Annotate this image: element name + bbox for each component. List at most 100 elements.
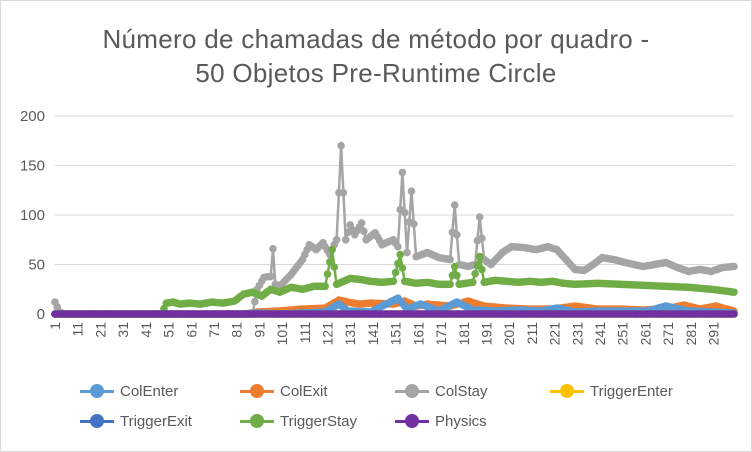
legend-item-triggerexit: TriggerExit bbox=[80, 410, 192, 432]
data-point bbox=[396, 250, 405, 259]
data-point bbox=[407, 187, 416, 195]
chart-title: Número de chamadas de método por quadro … bbox=[0, 22, 752, 90]
legend-item-colstay: ColStay bbox=[395, 380, 488, 402]
data-point bbox=[391, 268, 400, 277]
series-line bbox=[53, 144, 735, 316]
data-point bbox=[339, 188, 348, 197]
data-point bbox=[337, 141, 345, 150]
data-point bbox=[269, 244, 277, 253]
x-tick-label: 191 bbox=[478, 322, 494, 346]
x-tick-label: 1 bbox=[47, 322, 63, 330]
y-tick-label: 200 bbox=[20, 108, 45, 125]
legend-swatch bbox=[80, 384, 114, 398]
x-tick-label: 261 bbox=[637, 322, 653, 346]
x-tick-label: 51 bbox=[161, 322, 177, 338]
x-tick-label: 11 bbox=[70, 322, 86, 337]
legend-item-physics: Physics bbox=[395, 410, 487, 432]
legend-label: TriggerStay bbox=[280, 412, 357, 430]
legend-label: ColEnter bbox=[120, 382, 179, 400]
data-point bbox=[266, 272, 275, 281]
x-tick-label: 281 bbox=[683, 322, 699, 346]
legend-swatch bbox=[395, 384, 429, 398]
data-point bbox=[478, 234, 486, 243]
data-point bbox=[475, 252, 484, 261]
chart-title-line-1: Número de chamadas de método por quadro … bbox=[102, 24, 650, 54]
data-point bbox=[328, 245, 336, 254]
data-point bbox=[330, 263, 339, 271]
data-point bbox=[730, 310, 738, 318]
legend-swatch bbox=[240, 384, 274, 398]
series-layer bbox=[51, 141, 738, 318]
data-point bbox=[446, 280, 454, 289]
y-tick-label: 50 bbox=[28, 257, 45, 274]
x-axis-ticks: 1 11 21 31 41 51 61 71 81 91 101 111 121 131 141 151 161… bbox=[47, 314, 722, 345]
x-tick-label: 31 bbox=[115, 322, 131, 338]
x-tick-label: 101 bbox=[274, 322, 290, 346]
legend-label: TriggerExit bbox=[120, 412, 192, 430]
x-tick-label: 131 bbox=[342, 322, 358, 346]
data-point bbox=[251, 297, 259, 306]
x-tick-label: 291 bbox=[706, 322, 722, 346]
legend-label: Physics bbox=[435, 412, 487, 430]
series-physics bbox=[51, 310, 738, 318]
y-axis-ticks: 0 50 100 150 200 bbox=[20, 108, 45, 323]
y-tick-label: 150 bbox=[20, 158, 45, 175]
chart-title-line-2: 50 Objetos Pre-Runtime Circle bbox=[195, 58, 557, 88]
data-point bbox=[453, 231, 461, 239]
data-point bbox=[730, 288, 738, 297]
data-point bbox=[398, 168, 407, 177]
data-point bbox=[403, 248, 411, 257]
data-point bbox=[446, 255, 454, 264]
x-tick-label: 241 bbox=[592, 322, 608, 346]
x-tick-label: 181 bbox=[456, 322, 472, 346]
data-point bbox=[332, 236, 341, 244]
x-tick-label: 141 bbox=[365, 322, 381, 346]
legend-swatch bbox=[240, 414, 274, 428]
x-tick-label: 21 bbox=[92, 322, 108, 338]
data-point bbox=[394, 242, 402, 251]
y-tick-label: 0 bbox=[37, 306, 45, 323]
data-point bbox=[360, 227, 368, 236]
data-point bbox=[469, 278, 477, 287]
legend-item-triggerenter: TriggerEnter bbox=[550, 380, 673, 402]
data-point bbox=[475, 213, 484, 221]
x-tick-label: 71 bbox=[206, 322, 222, 338]
data-point bbox=[357, 219, 366, 227]
x-tick-label: 121 bbox=[320, 322, 336, 346]
data-point bbox=[453, 271, 461, 280]
x-tick-label: 251 bbox=[615, 322, 631, 346]
legend-item-colexit: ColExit bbox=[240, 380, 328, 402]
x-tick-label: 201 bbox=[501, 322, 517, 346]
data-point bbox=[730, 262, 738, 271]
data-point bbox=[323, 270, 332, 278]
legend-swatch bbox=[395, 414, 429, 428]
x-tick-label: 231 bbox=[569, 322, 585, 346]
data-point bbox=[321, 282, 330, 291]
x-tick-label: 91 bbox=[251, 322, 267, 338]
data-point bbox=[410, 220, 418, 228]
data-point bbox=[450, 201, 459, 209]
data-point bbox=[450, 262, 459, 271]
legend-label: ColExit bbox=[280, 382, 328, 400]
data-point bbox=[471, 269, 479, 278]
x-tick-label: 161 bbox=[410, 322, 426, 346]
x-tick-label: 61 bbox=[183, 322, 199, 338]
x-tick-label: 211 bbox=[524, 322, 540, 345]
data-point bbox=[400, 208, 409, 217]
legend-label: TriggerEnter bbox=[590, 382, 673, 400]
legend-swatch bbox=[550, 384, 584, 398]
x-tick-label: 111 bbox=[297, 322, 313, 343]
x-tick-label: 81 bbox=[229, 322, 245, 338]
x-tick-label: 151 bbox=[388, 322, 404, 346]
x-tick-label: 221 bbox=[547, 322, 563, 346]
data-point bbox=[341, 236, 350, 244]
data-point bbox=[326, 258, 334, 266]
legend-item-colenter: ColEnter bbox=[80, 380, 178, 402]
legend-swatch bbox=[80, 414, 114, 428]
legend-item-triggerstay: TriggerStay bbox=[240, 410, 357, 432]
x-tick-label: 41 bbox=[138, 322, 154, 338]
legend-label: ColStay bbox=[435, 382, 488, 400]
x-tick-label: 271 bbox=[660, 322, 676, 346]
